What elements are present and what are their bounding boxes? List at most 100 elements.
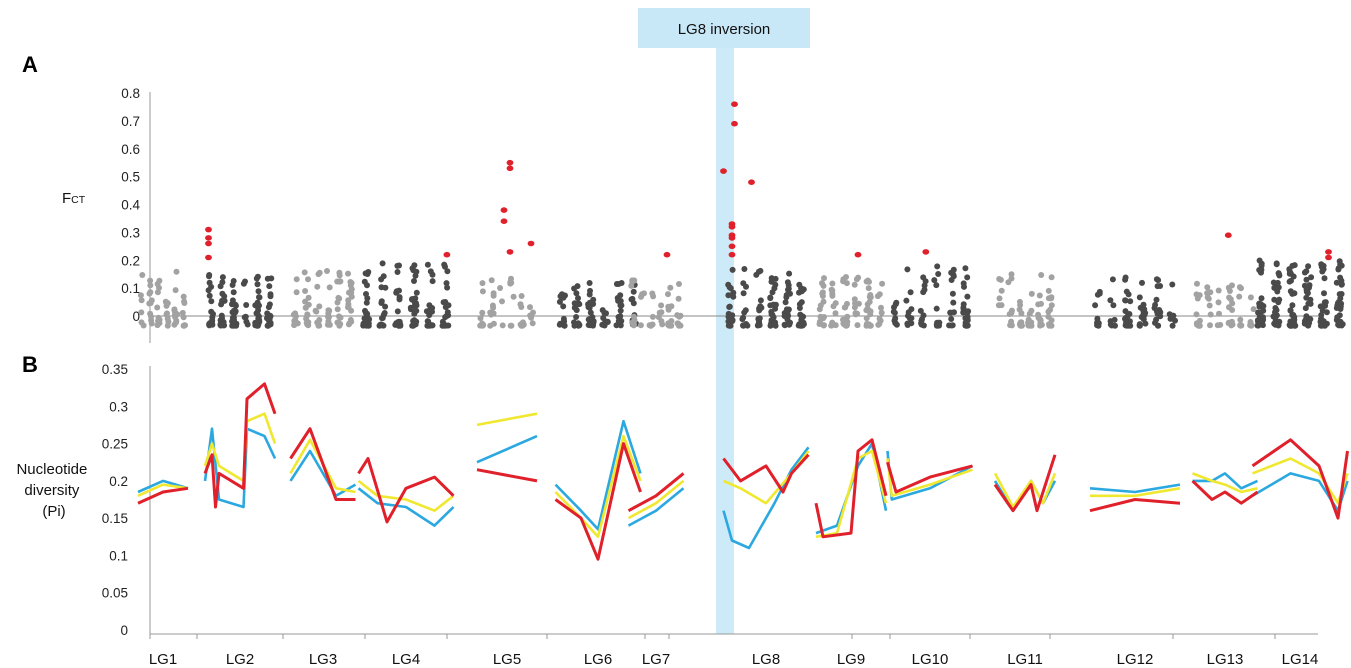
- fct-point: [658, 302, 665, 309]
- fct-point: [240, 280, 247, 287]
- fct-point: [907, 289, 914, 296]
- panel-a-y-tick: 0.4: [121, 198, 140, 213]
- pi-blue-line: [722, 446, 810, 550]
- fct-point: [361, 315, 368, 322]
- fct-outlier-point: [205, 226, 212, 233]
- fct-point: [665, 303, 672, 310]
- fct-outlier-point: [443, 251, 451, 258]
- fct-point: [1317, 303, 1324, 310]
- fct-point: [348, 280, 355, 286]
- fct-point: [479, 280, 486, 287]
- fct-point: [181, 298, 188, 305]
- fct-point: [529, 320, 536, 327]
- fct-point: [878, 304, 884, 311]
- pi-yellow-line: [993, 472, 1057, 509]
- fct-point: [230, 289, 237, 296]
- fct-point: [290, 311, 297, 318]
- fct-point: [854, 310, 861, 317]
- fct-point: [362, 320, 369, 327]
- fct-point: [1206, 302, 1213, 309]
- fct-point: [229, 282, 236, 288]
- fct-point: [1289, 302, 1296, 309]
- fct-point: [173, 268, 180, 275]
- fct-point: [998, 287, 1005, 294]
- fct-point: [1337, 318, 1344, 325]
- fct-point: [890, 308, 897, 315]
- fct-point: [229, 314, 236, 321]
- fct-point: [867, 322, 874, 329]
- fct-point: [305, 276, 311, 283]
- pi-red-line: [722, 453, 810, 494]
- pi-yellow-line: [1192, 472, 1258, 494]
- fct-outlier-point: [527, 240, 535, 247]
- fct-point: [1237, 322, 1244, 329]
- fct-point: [411, 278, 417, 284]
- fct-point: [1258, 295, 1265, 302]
- fct-point: [206, 272, 213, 278]
- fct-point: [445, 322, 452, 329]
- fct-point: [729, 312, 736, 319]
- fct-point: [574, 283, 581, 290]
- fct-point: [217, 317, 224, 324]
- fct-point: [1194, 295, 1201, 302]
- fct-point: [586, 299, 593, 306]
- fct-point: [256, 302, 262, 309]
- fct-point: [573, 290, 580, 297]
- fct-axis-label-main: F: [62, 190, 71, 207]
- fct-point: [518, 304, 525, 310]
- fct-point: [935, 271, 942, 277]
- fct-point: [1318, 322, 1325, 329]
- fct-point: [477, 315, 484, 322]
- fct-point: [411, 262, 418, 269]
- fct-point: [337, 278, 344, 285]
- fct-point: [1094, 315, 1101, 322]
- pi-red-line: [814, 438, 888, 539]
- lg-axis-label: LG4: [392, 651, 420, 668]
- fct-point: [785, 282, 792, 289]
- fct-point: [757, 267, 764, 274]
- fct-point: [363, 299, 370, 306]
- fct-point: [1236, 284, 1243, 291]
- fct-point: [413, 268, 420, 275]
- panel-b-y-tick: 0: [120, 623, 128, 638]
- fct-point: [1215, 287, 1222, 294]
- fct-point: [1157, 313, 1164, 320]
- fct-point: [1096, 288, 1103, 295]
- fct-point: [444, 284, 451, 291]
- fct-point: [1215, 299, 1222, 306]
- fct-point: [1225, 320, 1232, 327]
- fct-outlier-point: [205, 235, 212, 241]
- fct-point: [362, 270, 369, 277]
- fct-point: [730, 289, 737, 296]
- lg-axis-label: LG6: [584, 651, 612, 668]
- fct-point: [444, 268, 451, 275]
- panel-b-y-tick: 0.15: [102, 511, 128, 526]
- fct-point: [293, 276, 300, 283]
- fct-point: [1337, 274, 1344, 281]
- fct-point: [829, 287, 836, 294]
- fct-point: [442, 299, 449, 305]
- fct-point: [740, 290, 747, 297]
- panel-a-y-tick: 0: [132, 309, 140, 324]
- fct-point: [819, 289, 826, 296]
- fct-outlier-point: [1325, 254, 1332, 261]
- fct-point: [219, 297, 225, 304]
- fct-point: [1140, 316, 1147, 323]
- fct-point: [1236, 293, 1243, 300]
- fct-point: [518, 293, 525, 299]
- fct-outlier-point: [854, 251, 862, 258]
- fct-point: [266, 316, 273, 323]
- fct-point: [769, 312, 776, 318]
- fct-point: [1048, 302, 1055, 309]
- fct-point: [1038, 272, 1045, 278]
- fct-point: [382, 303, 389, 310]
- fct-point: [772, 301, 779, 308]
- fct-point: [1153, 276, 1160, 283]
- fct-point: [1273, 260, 1280, 267]
- fct-point: [798, 288, 805, 295]
- fct-point: [346, 320, 353, 327]
- fct-point: [1308, 274, 1315, 281]
- fct-point: [1153, 296, 1160, 303]
- fct-point: [1125, 291, 1132, 298]
